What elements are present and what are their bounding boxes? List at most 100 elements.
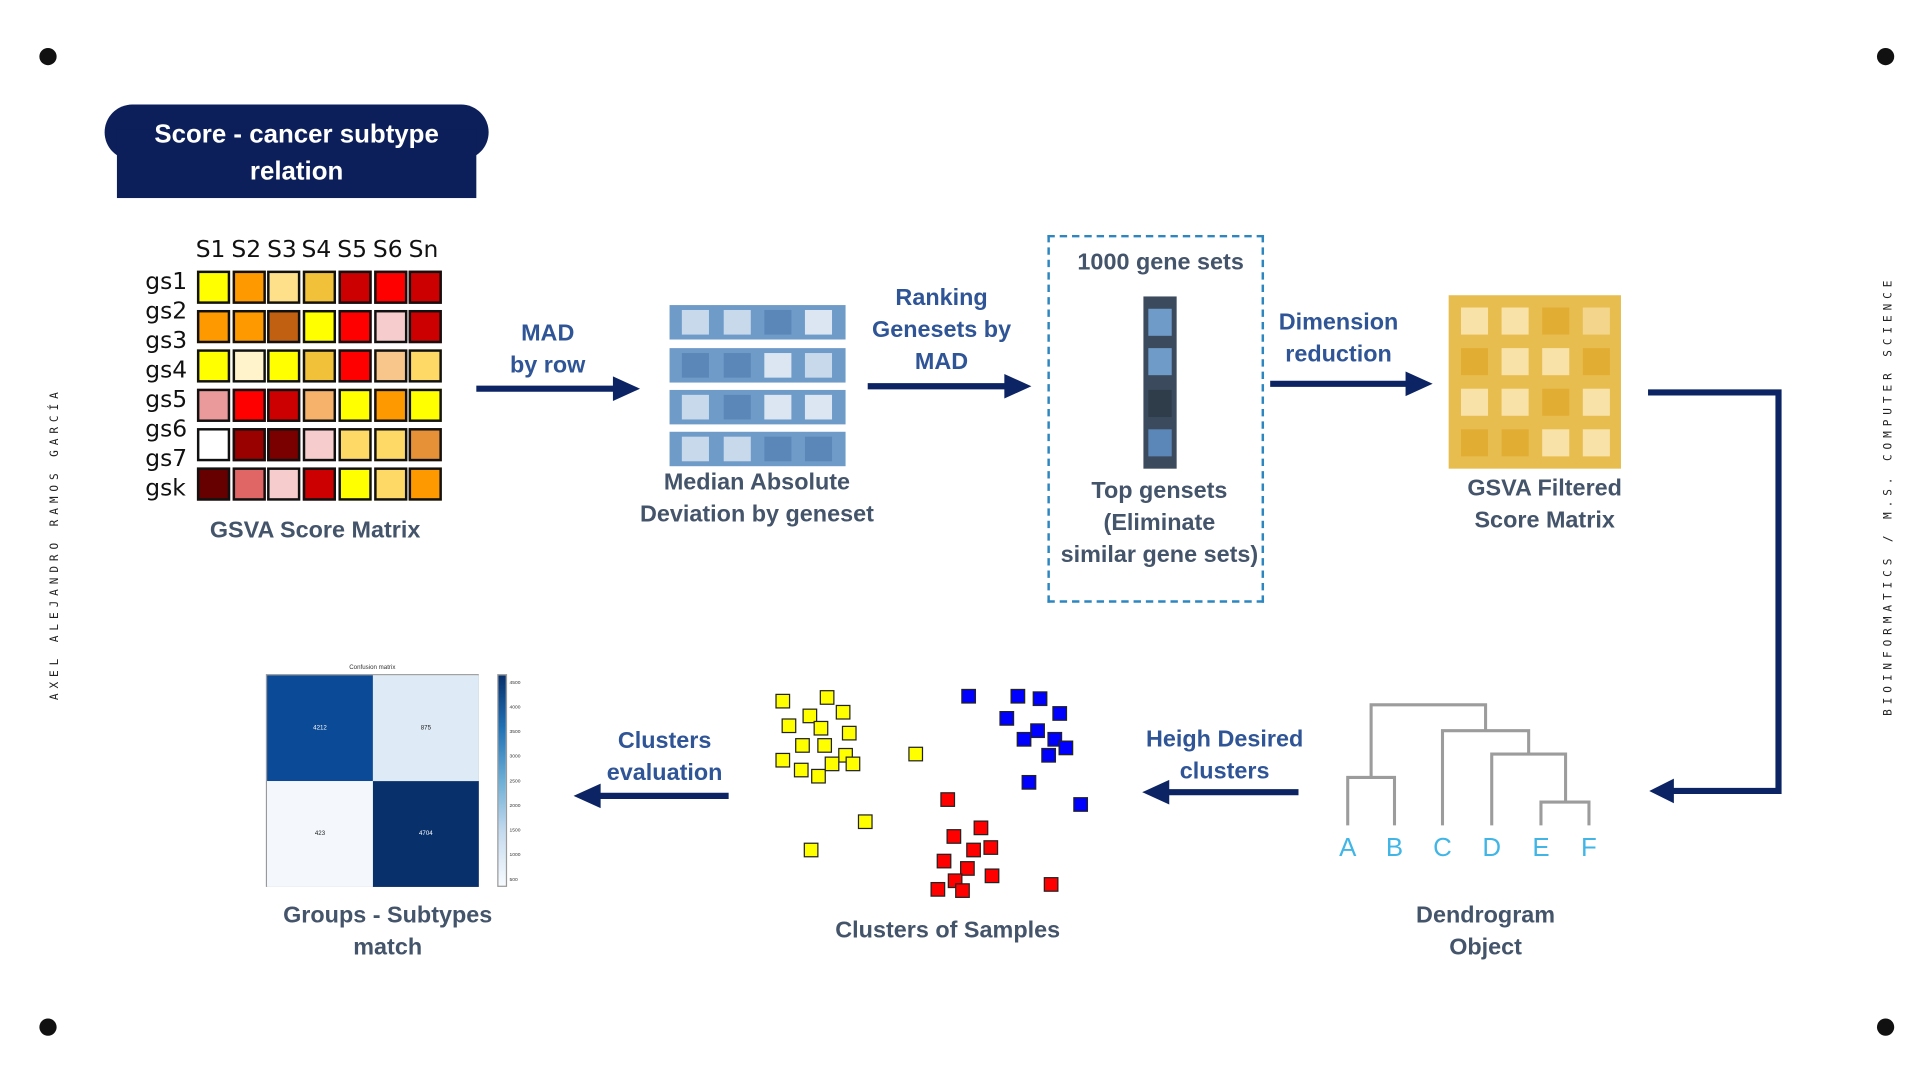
heatmap-cell — [196, 270, 231, 304]
yellow-cluster-point — [802, 708, 818, 724]
heatmap-cell — [338, 467, 372, 501]
confusion-title: Confusion matrix — [349, 664, 396, 672]
gsva-filtered-cell — [1460, 307, 1489, 335]
heatmap-cell — [232, 388, 266, 422]
clusters-label: Clusters of Samples — [835, 917, 1061, 944]
heatmap-cell — [338, 309, 372, 344]
corner-dot-top-right — [1876, 47, 1895, 66]
yellow-cluster-point — [908, 746, 924, 762]
heatmap-cell — [232, 270, 266, 304]
red-cluster-point — [966, 842, 981, 858]
groups-label: Groups - Subtypes match — [283, 902, 493, 961]
gsva-filtered-cell — [1460, 429, 1489, 457]
yellow-cluster-point — [835, 704, 851, 720]
mad-arrow-label: MAD by row — [510, 321, 586, 379]
heatmap-column-label: S1 — [195, 236, 226, 264]
blue-cluster-point — [1032, 691, 1048, 707]
top-genesets-box — [1047, 234, 1265, 603]
red-cluster-point — [955, 883, 970, 898]
yellow-cluster-point — [793, 762, 809, 778]
heatmap-cell — [302, 349, 337, 383]
blue-cluster-point — [1030, 723, 1045, 739]
colorbar-tick-label: 1500 — [509, 826, 521, 833]
dendrogram-leaf-label: A — [1339, 834, 1357, 863]
heatmap-cell — [373, 309, 407, 344]
dendrogram-leaf-label: D — [1482, 834, 1502, 863]
red-cluster-point — [1043, 877, 1059, 892]
heatmap-cell — [196, 428, 231, 462]
heatmap-column-label: S6 — [372, 236, 403, 264]
heatmap-cell — [267, 309, 301, 344]
mad-bar — [669, 431, 846, 467]
heatmap-column-label: S2 — [231, 236, 262, 264]
arrow-mad — [476, 376, 641, 402]
heatmap-column-label: Sn — [408, 236, 439, 264]
heatmap-cell — [232, 428, 266, 462]
dendrogram — [1346, 703, 1591, 826]
gsva-filtered-cell — [1501, 429, 1529, 457]
heatmap-cell — [408, 467, 443, 501]
mad-step-label: Median Absolute Deviation by geneset — [639, 469, 874, 528]
mad-bar — [669, 348, 846, 383]
yellow-cluster-point — [781, 718, 797, 734]
heatmap-row-label: gs2 — [145, 297, 188, 325]
red-cluster-point — [940, 792, 956, 807]
heatmap-column-label: S3 — [267, 236, 297, 264]
confusion-cell: 875 — [372, 675, 479, 782]
heatmap-cell — [232, 467, 266, 501]
confusion-cell: 4212 — [267, 675, 373, 782]
gsva-filtered-label: GSVA Filtered Score Matrix — [1467, 476, 1622, 534]
dendrogram-leaf-label: F — [1581, 834, 1597, 863]
heatmap-cell — [196, 309, 231, 344]
colorbar-tick-label: 3000 — [509, 752, 521, 759]
heatmap-cell — [267, 270, 301, 304]
yellow-cluster-point — [819, 690, 835, 705]
blue-cluster-point — [1041, 747, 1057, 763]
gsva-filtered-cell — [1582, 388, 1610, 416]
top-genesets-label: Top gensets (Eliminate similar gene sets… — [1060, 478, 1259, 569]
corner-dot-bottom-left — [39, 1018, 57, 1036]
yellow-cluster-point — [845, 756, 861, 772]
dendrogram-leaf-label: B — [1385, 834, 1404, 863]
gsva-filtered-cell — [1582, 429, 1610, 457]
yellow-cluster-point — [795, 738, 810, 753]
heatmap-row-label: gs1 — [145, 268, 188, 296]
yellow-cluster-point — [817, 738, 833, 753]
blue-cluster-point — [1058, 740, 1074, 756]
gsva-filtered-cell — [1542, 307, 1570, 335]
connector-elbow — [1648, 389, 1782, 804]
gsva-filtered-cell — [1501, 307, 1529, 335]
dendrogram-leaf-label: C — [1433, 834, 1452, 863]
yellow-cluster-point — [824, 756, 840, 772]
heatmap-row-label: gs3 — [145, 327, 188, 355]
heatmap-cell — [373, 270, 407, 304]
heatmap-cell — [267, 428, 301, 462]
heatmap-row-label: gs5 — [145, 386, 188, 414]
heatmap-column-label: S4 — [301, 236, 332, 264]
gsva-filtered-cell — [1542, 388, 1570, 416]
dendrogram-label: Dendrogram Object — [1416, 902, 1556, 961]
heatmap-cell — [408, 309, 443, 344]
colorbar-tick-label: 3500 — [509, 728, 521, 735]
heatmap-cell — [196, 388, 231, 422]
heatmap-cell — [338, 428, 372, 462]
gsva-filtered-cell — [1542, 429, 1570, 457]
blue-cluster-point — [1047, 731, 1063, 747]
gsva-filtered-cell — [1460, 388, 1489, 416]
heatmap-cell — [373, 467, 407, 501]
red-cluster-point — [984, 868, 1000, 884]
heatmap-cell — [338, 270, 372, 304]
corner-dot-bottom-right — [1876, 1018, 1895, 1036]
heatmap-cell — [373, 388, 407, 422]
heatmap-cell — [338, 349, 372, 383]
gsva-filtered-cell — [1501, 348, 1529, 376]
blue-cluster-point — [999, 710, 1015, 726]
arrow-heigh — [1142, 779, 1299, 805]
heatmap-cell — [408, 270, 443, 304]
blue-cluster-point — [1052, 706, 1068, 721]
title-text: Score - cancer subtype relation — [154, 120, 439, 186]
eval-arrow-label: Clusters evaluation — [606, 728, 723, 787]
heatmap-cell — [373, 428, 407, 462]
